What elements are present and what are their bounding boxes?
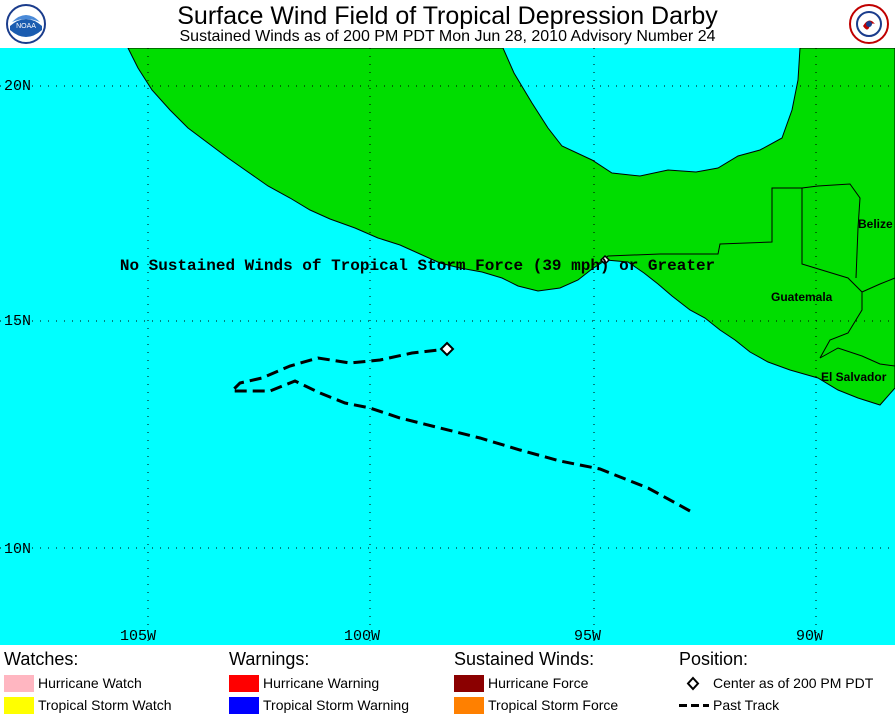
legend-label: Hurricane Watch — [38, 675, 142, 691]
lon-label-90w: 90W — [796, 628, 824, 645]
legend-heading-position: Position: — [679, 649, 749, 669]
border-honduras — [861, 277, 895, 293]
hurricane-force-swatch — [454, 674, 484, 692]
diamond-icon — [686, 676, 700, 690]
dashed-line-icon — [679, 703, 709, 707]
noaa-logo-icon: NOAA — [6, 4, 46, 44]
legend-label: Hurricane Force — [488, 675, 589, 691]
border-el-salvador — [819, 347, 895, 367]
legend-item: Tropical Storm Force — [454, 694, 618, 716]
legend-heading-winds: Sustained Winds: — [454, 649, 595, 669]
land-mexico — [127, 48, 895, 406]
legend-label: Tropical Storm Watch — [38, 697, 172, 713]
nws-logo-icon — [849, 4, 889, 44]
legend-item: Tropical Storm Watch — [4, 694, 172, 716]
legend-item: Hurricane Watch — [4, 672, 172, 694]
legend-item: Past Track — [679, 694, 873, 716]
legend-label: Hurricane Warning — [263, 675, 380, 691]
legend-position: Position: Center as of 200 PM PDT Past T… — [679, 649, 873, 716]
past-track — [228, 347, 691, 513]
hurricane-watch-swatch — [4, 674, 34, 692]
legend: Watches: Hurricane Watch Tropical Storm … — [0, 645, 895, 716]
tropical-storm-watch-swatch — [4, 696, 34, 714]
map: 20N 15N 10N 105W 100W 95W 90W No Sustain… — [0, 48, 895, 645]
country-label-guatemala: Guatemala — [771, 290, 833, 304]
legend-heading-warnings: Warnings: — [229, 649, 310, 669]
lat-label-10n: 10N — [4, 541, 32, 558]
lat-label-15n: 15N — [4, 313, 32, 330]
legend-warnings: Warnings: Hurricane Warning Tropical Sto… — [229, 649, 409, 716]
page-title: Surface Wind Field of Tropical Depressio… — [177, 2, 718, 30]
legend-label: Center as of 200 PM PDT — [713, 675, 874, 691]
legend-item: Tropical Storm Warning — [229, 694, 409, 716]
page-subtitle: Sustained Winds as of 200 PM PDT Mon Jun… — [179, 28, 716, 45]
legend-item: Hurricane Force — [454, 672, 618, 694]
storm-center-diamond-icon — [439, 341, 455, 357]
country-label-el-salvador: El Salvador — [821, 370, 887, 384]
legend-watches: Watches: Hurricane Watch Tropical Storm … — [4, 649, 172, 716]
legend-item: Center as of 200 PM PDT — [679, 672, 873, 694]
tropical-storm-warning-swatch — [229, 696, 259, 714]
coastal-marker-icon — [599, 254, 611, 266]
border-belize — [801, 183, 861, 279]
legend-label: Tropical Storm Warning — [263, 697, 410, 713]
lon-label-105w: 105W — [120, 628, 157, 645]
map-canvas — [0, 48, 895, 645]
legend-winds: Sustained Winds: Hurricane Force Tropica… — [454, 649, 618, 716]
lat-label-20n: 20N — [4, 78, 32, 95]
legend-label: Past Track — [713, 697, 780, 713]
svg-text:NOAA: NOAA — [16, 23, 36, 30]
tropical-storm-force-swatch — [454, 696, 484, 714]
hurricane-warning-swatch — [229, 674, 259, 692]
legend-label: Tropical Storm Force — [488, 697, 619, 713]
lon-label-95w: 95W — [574, 628, 602, 645]
header: NOAA Surface Wind Field of Tropical Depr… — [0, 0, 895, 48]
no-winds-message: No Sustained Winds of Tropical Storm For… — [119, 257, 716, 275]
legend-heading-watches: Watches: — [4, 649, 79, 669]
lon-label-100w: 100W — [344, 628, 381, 645]
country-label-belize: Belize — [858, 217, 893, 231]
legend-item: Hurricane Warning — [229, 672, 409, 694]
